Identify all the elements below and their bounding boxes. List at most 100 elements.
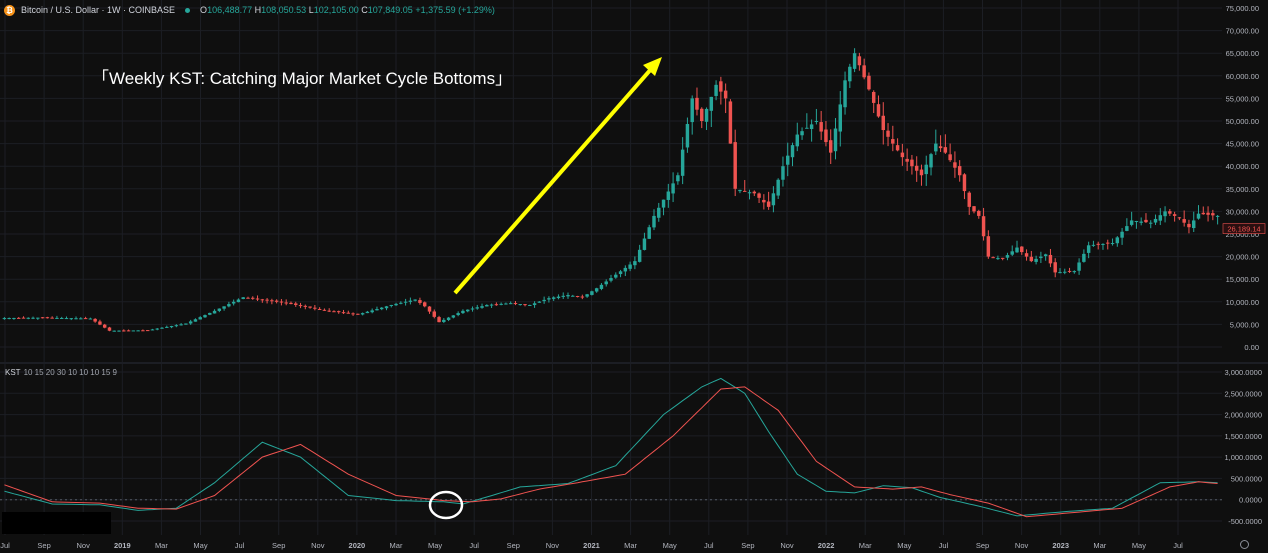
candle-body [1192,220,1196,229]
kst-indicator-label[interactable]: KST 10 15 20 30 10 10 10 15 9 [5,368,117,377]
candle-body [733,142,737,189]
candle-body [528,304,532,306]
candle-body [523,304,527,306]
candle-body [781,166,785,180]
candle [251,296,255,300]
candle-body [504,303,508,305]
candle-body [274,300,279,302]
candle [394,302,398,306]
candle [709,96,714,127]
candle [346,310,351,314]
candle [1139,217,1143,226]
candle [723,83,728,114]
candle-body [289,302,293,305]
candle [623,265,628,277]
candle-body [914,165,919,171]
candle-body [294,303,298,305]
candle [26,317,30,320]
candle [948,143,952,162]
candle [16,317,21,319]
candle-body [1101,243,1105,245]
candle [112,330,116,332]
candle-body [2,318,7,320]
candle [604,279,608,287]
time-tick-label: Sep [37,541,50,550]
candle [566,292,570,299]
candle [212,309,217,314]
time-tick-label: May [897,541,911,550]
candle-body [260,299,265,301]
candle-body [55,317,59,319]
candle-body [184,323,188,325]
candle [160,327,164,329]
kst-tick-label: 3,000.0000 [1224,368,1262,377]
candle-body [809,124,814,129]
time-tick-label: Jul [704,541,714,550]
price-tick-label: 70,000.00 [1226,27,1259,36]
candle-body [685,124,690,148]
last-price-badge [1222,223,1266,234]
candle [1158,208,1163,226]
candle-body [1129,220,1134,225]
candle [399,301,403,305]
candle [795,122,800,152]
price-tick-label: 20,000.00 [1226,253,1259,262]
candle [1015,240,1019,253]
candle [843,71,847,115]
candle-body [1163,211,1167,217]
candle [580,294,585,300]
candle-body [322,309,327,311]
candle [188,319,193,325]
candle [279,299,284,306]
candle [1091,240,1096,247]
time-tick-label: Mar [1093,541,1106,550]
candle [332,310,336,313]
candle [637,244,642,263]
time-tick-label: Sep [272,541,285,550]
kst-bottom-circle [428,490,464,520]
time-tick-label: Jul [469,541,479,550]
candle-body [690,98,694,123]
candle-body [399,302,403,304]
candle [1196,205,1201,220]
candle [489,303,494,309]
candle [2,317,7,320]
candle [88,317,93,320]
candle-body [1177,217,1182,219]
candle [938,135,943,153]
time-tick-label: Nov [77,541,91,550]
candle [45,316,50,319]
candle [403,298,408,306]
candle-body [298,305,303,307]
candle-body [637,249,642,262]
candle-body [628,264,632,269]
candle [93,318,97,323]
price-tick-label: 30,000.00 [1226,207,1259,216]
candle [943,134,948,154]
candle-body [83,318,88,320]
candle [193,318,198,322]
candle-body [843,80,847,108]
candle-body [432,311,436,317]
candle-body [838,104,842,132]
candle [322,308,327,311]
candle [141,329,145,332]
candle [475,304,479,310]
candle-body [394,303,398,306]
candle [766,191,771,210]
candle-body [551,297,556,299]
price-candles [2,48,1220,332]
candle-body [251,297,255,299]
symbol-title[interactable]: Bitcoin / U.S. Dollar · 1W · COINBASE [21,5,176,15]
candle-body [446,317,451,321]
candle-body [647,227,651,239]
candle [532,301,537,308]
candle-body [360,313,365,315]
candle [217,308,222,313]
candle [1005,252,1010,261]
candle [895,138,900,152]
candle [537,301,542,303]
time-tick-label: 2020 [349,541,366,550]
gear-icon[interactable] [1240,540,1249,549]
